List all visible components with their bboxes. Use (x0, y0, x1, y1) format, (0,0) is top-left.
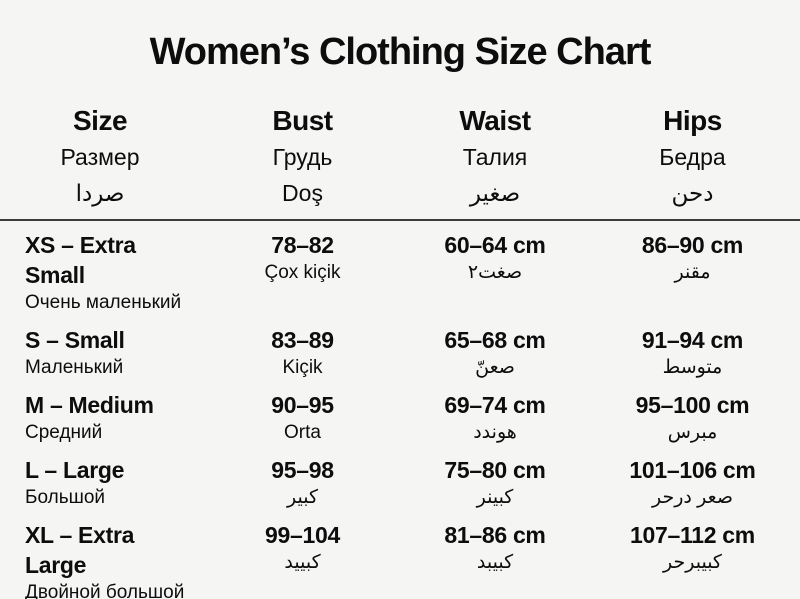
column-header-size: Size Размер صردا (0, 102, 200, 211)
header-bust-ru: Грудь (272, 144, 333, 170)
table-header: Size Размер صردا Bust Грудь Doş Waist Та… (0, 102, 800, 211)
waist-sub: صعنّ (475, 357, 515, 378)
header-waist-en: Waist (459, 105, 531, 136)
bust-sub: Kiçik (282, 357, 323, 378)
size-cell: XL – Extra Large Двойной большой (0, 520, 200, 599)
bust-sub: Çox kiçik (264, 262, 341, 283)
hips-sub: صعر درحر (652, 487, 733, 508)
bust-value: 90–95 (271, 392, 334, 418)
hips-cell: 107–112 cm كبيبرحر (585, 520, 800, 599)
header-hips-en: Hips (663, 105, 722, 136)
waist-value: 65–68 cm (444, 327, 546, 353)
size-label: S – Small (25, 327, 125, 353)
waist-value: 81–86 cm (444, 522, 546, 548)
hips-value: 101–106 cm (629, 457, 756, 483)
size-label: XS – Extra Small (25, 232, 136, 288)
size-label: L – Large (25, 457, 125, 483)
hips-value: 107–112 cm (630, 522, 755, 548)
waist-sub: كبيبد (476, 552, 514, 573)
column-header-bust: Bust Грудь Doş (200, 102, 405, 211)
bust-value: 78–82 (271, 232, 334, 258)
hips-sub: مبرس (667, 422, 718, 443)
hips-value: 91–94 cm (641, 327, 744, 353)
bust-sub: كبير (287, 487, 318, 508)
bust-sub: كبييد (284, 552, 321, 573)
hips-cell: 101–106 cm صعر درحر (585, 455, 800, 511)
header-hips-ru: Бедра (659, 144, 726, 170)
bust-cell: 99–104 كبييد (200, 520, 405, 599)
header-waist-ar: صغير (469, 180, 521, 206)
header-size-ru: Размер (60, 144, 140, 170)
table-row-xs: XS – Extra Small Очень маленький 78–82 Ç… (0, 221, 800, 316)
bust-cell: 95–98 كبير (200, 455, 405, 511)
header-divider (0, 219, 800, 221)
waist-cell: 75–80 cm كبينر (405, 455, 585, 511)
hips-cell: 86–90 cm مقنر (585, 230, 800, 316)
header-size-ar: صردا (75, 180, 125, 206)
table-row-s: S – Small Маленький 83–89 Kiçik 65–68 cm… (0, 316, 800, 381)
header-bust-en: Bust (272, 105, 333, 136)
waist-cell: 81–86 cm كبيبد (405, 520, 585, 599)
size-cell: S – Small Маленький (0, 325, 200, 381)
waist-value: 69–74 cm (444, 392, 546, 418)
bust-value: 99–104 (265, 522, 340, 548)
table-row-xl: XL – Extra Large Двойной большой 99–104 … (0, 511, 800, 599)
waist-cell: 69–74 cm هوندد (405, 390, 585, 446)
hips-sub: متوسط (662, 357, 723, 378)
table-row-m: M – Medium Средний 90–95 Orta 69–74 cm ه… (0, 381, 800, 446)
waist-value: 60–64 cm (444, 232, 546, 258)
hips-value: 86–90 cm (641, 232, 744, 258)
hips-cell: 91–94 cm متوسط (585, 325, 800, 381)
size-label: M – Medium (25, 392, 154, 418)
column-header-hips: Hips Бедра دحن (585, 102, 800, 211)
waist-sub: هوندد (473, 422, 517, 443)
hips-sub: مقنر (674, 262, 711, 283)
bust-cell: 83–89 Kiçik (200, 325, 405, 381)
size-label: XL – Extra Large (25, 522, 135, 578)
table-row-l: L – Large Большой 95–98 كبير 75–80 cm كب… (0, 446, 800, 511)
hips-sub: كبيبرحر (663, 552, 722, 573)
waist-sub: كبينر (476, 487, 514, 508)
bust-sub: Orta (284, 422, 321, 443)
size-cell: XS – Extra Small Очень маленький (0, 230, 200, 316)
bust-value: 83–89 (271, 327, 334, 353)
size-label-ru: Средний (25, 422, 103, 443)
size-label-ru: Двойной большой (25, 582, 185, 599)
waist-cell: 65–68 cm صعنّ (405, 325, 585, 381)
size-label-ru: Маленький (25, 357, 124, 378)
size-label-ru: Очень маленький (25, 292, 182, 313)
waist-value: 75–80 cm (444, 457, 546, 483)
bust-cell: 78–82 Çox kiçik (200, 230, 405, 316)
header-waist-ru: Талия (462, 144, 528, 170)
size-cell: M – Medium Средний (0, 390, 200, 446)
waist-sub: صغت٢ (467, 262, 523, 283)
size-label-ru: Большой (25, 487, 106, 508)
hips-value: 95–100 cm (635, 392, 750, 418)
column-header-waist: Waist Талия صغير (405, 102, 585, 211)
waist-cell: 60–64 cm صغت٢ (405, 230, 585, 316)
page-title: Women’s Clothing Size Chart (149, 31, 652, 73)
bust-cell: 90–95 Orta (200, 390, 405, 446)
header-bust-az: Doş (282, 180, 323, 206)
hips-cell: 95–100 cm مبرس (585, 390, 800, 446)
header-size-en: Size (72, 105, 128, 136)
size-cell: L – Large Большой (0, 455, 200, 511)
bust-value: 95–98 (271, 457, 334, 483)
header-hips-ar: دحن (671, 180, 714, 206)
